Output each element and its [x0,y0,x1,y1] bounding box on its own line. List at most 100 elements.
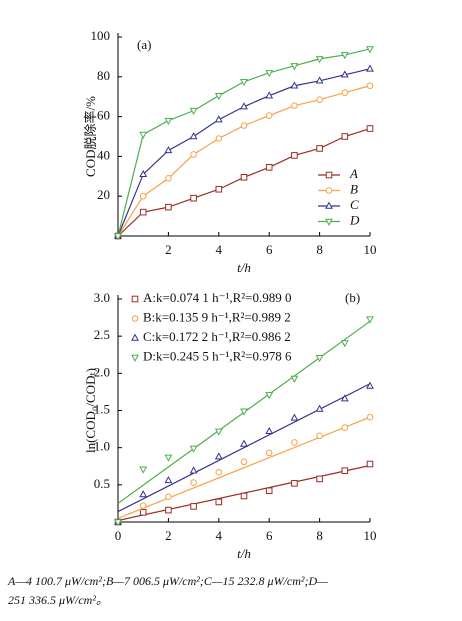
marker [139,192,147,200]
marker [290,413,299,421]
y-tick-label: 1.5 [94,401,110,416]
x-tick-label: 10 [364,528,377,543]
marker [165,493,172,501]
marker [265,70,274,78]
marker [265,392,274,400]
marker [240,102,248,110]
legend-label: B:k=0.135 9 h⁻¹,R²=0.989 2 [143,309,291,324]
marker [139,208,147,216]
marker [190,151,197,158]
marker [164,117,173,125]
marker [215,468,223,476]
marker [139,509,147,516]
marker [164,475,173,484]
marker [114,233,122,241]
marker [265,426,274,435]
marker [139,169,148,178]
marker [189,445,198,453]
marker [265,487,273,495]
marker [265,449,273,457]
x-tick-label: 6 [266,242,273,257]
legend-label: D:k=0.245 5 h⁻¹,R²=0.978 6 [143,348,292,363]
marker [131,354,139,362]
marker [366,413,374,421]
marker [290,63,299,71]
x-tick-label: 0 [115,528,122,543]
marker [325,218,333,226]
marker [240,439,248,447]
marker [215,135,223,142]
marker [190,194,197,202]
series-line [117,68,371,237]
marker [366,46,374,54]
y-tick-label: 2.5 [94,327,110,342]
panel-label: (a) [137,37,151,52]
marker [265,91,274,99]
marker [265,112,273,119]
caption-line: 251 336.5 μW/cm²。 [8,593,108,607]
marker [315,56,324,64]
marker [325,171,333,179]
x-axis-label: t/h [237,260,251,275]
marker [189,107,198,116]
marker [189,466,198,474]
x-tick-label: 10 [364,242,377,257]
marker [215,498,223,506]
marker [366,316,374,324]
legend-label: C:k=0.172 2 h⁻¹,R²=0.986 2 [143,329,291,344]
marker [341,133,349,140]
fit-line [117,383,371,513]
y-tick-label: 40 [97,147,110,162]
marker [165,174,172,182]
marker [139,502,147,509]
marker [366,125,374,132]
y-tick-label: 3.0 [94,290,110,305]
legend-label: D [349,212,360,227]
marker [291,102,298,109]
x-axis-label: t/h [237,546,251,561]
marker [240,79,248,87]
marker [325,187,333,194]
x-tick-label: 2 [165,242,172,257]
caption-line: A—4 100.7 μW/cm²;B—7 006.5 μW/cm²;C—15 2… [7,574,328,588]
marker [190,503,197,510]
marker [164,454,173,462]
marker [291,480,298,487]
marker [240,122,248,129]
marker [316,145,323,152]
marker [114,519,122,527]
marker [291,152,298,159]
y-tick-label: 2.0 [94,364,110,379]
x-tick-label: 4 [216,528,223,543]
marker [316,432,323,440]
marker [214,92,223,101]
marker [139,466,148,474]
marker [215,185,223,193]
x-tick-label: 4 [216,242,223,257]
marker [214,115,223,123]
x-tick-label: 6 [266,528,273,543]
y-tick-label: 20 [97,187,110,202]
marker [131,295,139,303]
marker [366,460,374,468]
marker [291,439,298,446]
marker [265,164,273,171]
legend-label: B [350,181,358,196]
marker [315,404,324,412]
marker [366,82,374,90]
marker [139,490,148,498]
marker [325,201,333,209]
legend-label: A [349,166,358,181]
marker [315,354,324,363]
marker [139,131,148,139]
marker [316,475,323,483]
marker [366,64,374,72]
marker [214,428,223,436]
marker [340,340,349,348]
y-axis-label: COD脱除率/% [83,96,98,177]
marker [290,81,299,89]
marker [341,89,349,97]
marker [366,381,374,389]
panel-label: (b) [345,290,360,305]
